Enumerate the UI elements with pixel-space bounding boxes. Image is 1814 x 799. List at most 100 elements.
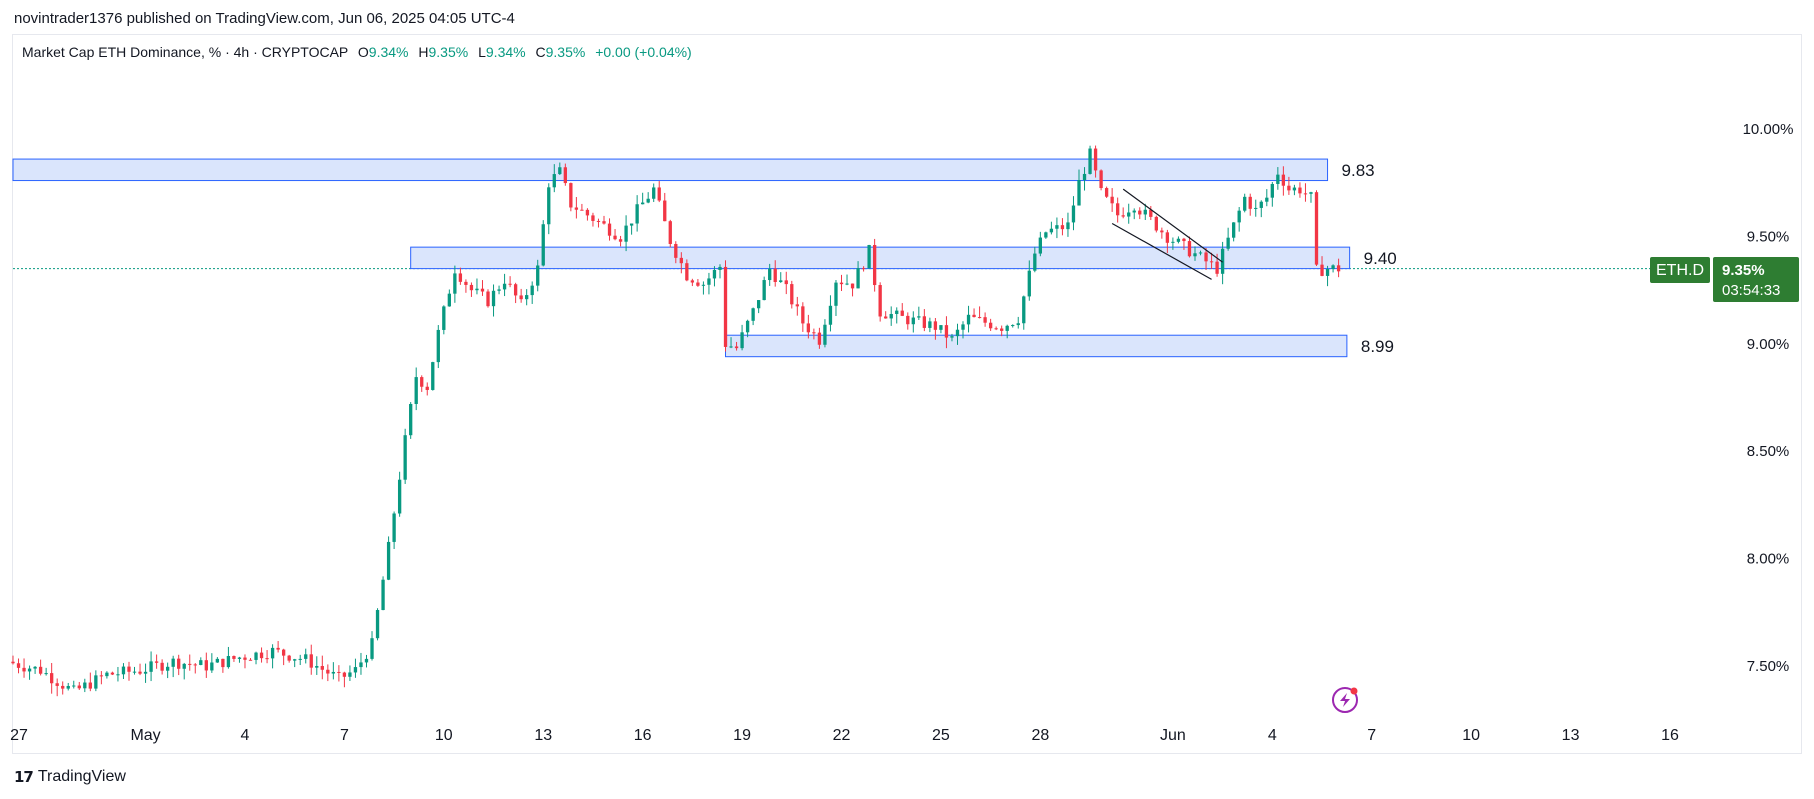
legend-open-value: 9.34%	[368, 44, 409, 60]
badge-countdown: 03:54:33	[1722, 282, 1780, 299]
candle	[397, 471, 402, 517]
candle	[1055, 217, 1059, 239]
legend-open-label: O	[357, 44, 369, 60]
candle	[768, 263, 772, 286]
candle	[160, 659, 164, 675]
candle	[1276, 167, 1280, 190]
candle	[1082, 167, 1087, 191]
x-axis: 27 May 4 7 10 13 16 19 22 25 28 Jun 4 7 10 13 16	[10, 727, 1679, 744]
candle	[420, 375, 424, 392]
x-tick-label: 25	[932, 727, 950, 744]
candle	[105, 671, 109, 679]
legend-high-value: 9.35%	[428, 44, 469, 60]
x-tick-label: May	[130, 727, 160, 744]
candle	[1093, 145, 1098, 178]
candle	[607, 218, 612, 241]
candle	[254, 651, 258, 665]
candle	[828, 295, 833, 332]
candle	[215, 657, 220, 663]
candle	[348, 665, 352, 681]
candle	[1193, 246, 1197, 261]
candle	[88, 672, 92, 692]
footer-brand[interactable]: 17 TradingView	[14, 768, 126, 786]
candle	[1116, 197, 1120, 223]
candle	[1044, 231, 1048, 239]
candle	[182, 662, 186, 680]
candle	[11, 655, 15, 665]
candle	[779, 272, 783, 283]
candle	[1331, 264, 1335, 273]
candle	[530, 281, 534, 304]
candle	[221, 658, 225, 673]
candle	[961, 321, 965, 339]
candle	[353, 658, 358, 678]
candle	[1209, 252, 1214, 270]
legend-low-value: 9.34%	[485, 44, 526, 60]
candle	[414, 367, 418, 411]
candle	[795, 296, 799, 316]
candle	[1121, 207, 1125, 219]
candle	[629, 223, 634, 235]
candle	[690, 278, 695, 287]
candle	[61, 681, 65, 695]
x-tick-label: 27	[10, 727, 28, 744]
candle	[502, 273, 507, 297]
support-resistance-zone-2[interactable]	[410, 246, 1351, 270]
candle	[696, 278, 700, 287]
candle	[276, 641, 280, 653]
candle	[1066, 212, 1070, 237]
candle	[1237, 207, 1241, 232]
candle	[994, 326, 998, 331]
lightning-icon[interactable]	[1332, 687, 1358, 713]
x-tick-label: 10	[435, 727, 453, 744]
candle	[751, 307, 755, 326]
candle	[270, 644, 275, 669]
candle	[718, 264, 722, 279]
candle	[1254, 199, 1258, 217]
candle	[447, 289, 452, 307]
candle	[199, 657, 203, 666]
candle	[1171, 237, 1175, 250]
candle	[309, 644, 313, 675]
candle	[127, 661, 131, 681]
x-tick-label: 7	[1367, 727, 1376, 744]
candle	[950, 333, 954, 342]
candle	[707, 272, 711, 295]
candle	[409, 402, 413, 439]
channel-line-2[interactable]	[1111, 222, 1212, 280]
candle	[1027, 260, 1031, 301]
candle	[1265, 189, 1269, 207]
legend-high-label: H	[418, 44, 429, 60]
candle	[1243, 193, 1247, 213]
candle	[210, 653, 214, 673]
candle	[1226, 227, 1230, 251]
candle	[966, 305, 971, 333]
candle	[933, 318, 938, 340]
candle	[928, 317, 932, 333]
x-tick-label: 7	[340, 727, 349, 744]
y-tick-label: 9.50%	[1747, 228, 1790, 245]
candle	[359, 652, 363, 675]
candle	[729, 337, 733, 349]
candle	[872, 238, 877, 292]
candle	[911, 311, 915, 333]
candle	[1303, 183, 1308, 202]
candle	[1088, 145, 1092, 175]
candle	[508, 276, 512, 288]
candle	[237, 656, 242, 663]
candle	[1314, 190, 1319, 266]
candle	[955, 323, 960, 345]
legend-low-label: L	[478, 44, 486, 60]
candle	[596, 218, 601, 228]
candle	[845, 274, 849, 286]
channel-line-1[interactable]	[1122, 188, 1223, 263]
candle	[1060, 218, 1065, 236]
candle	[50, 663, 54, 694]
candle	[293, 658, 297, 668]
candle	[536, 259, 540, 292]
support-resistance-zone-1[interactable]	[12, 158, 1329, 182]
badge-ticker: ETH.D	[1656, 262, 1704, 279]
candle	[475, 278, 479, 295]
candle	[668, 219, 672, 248]
